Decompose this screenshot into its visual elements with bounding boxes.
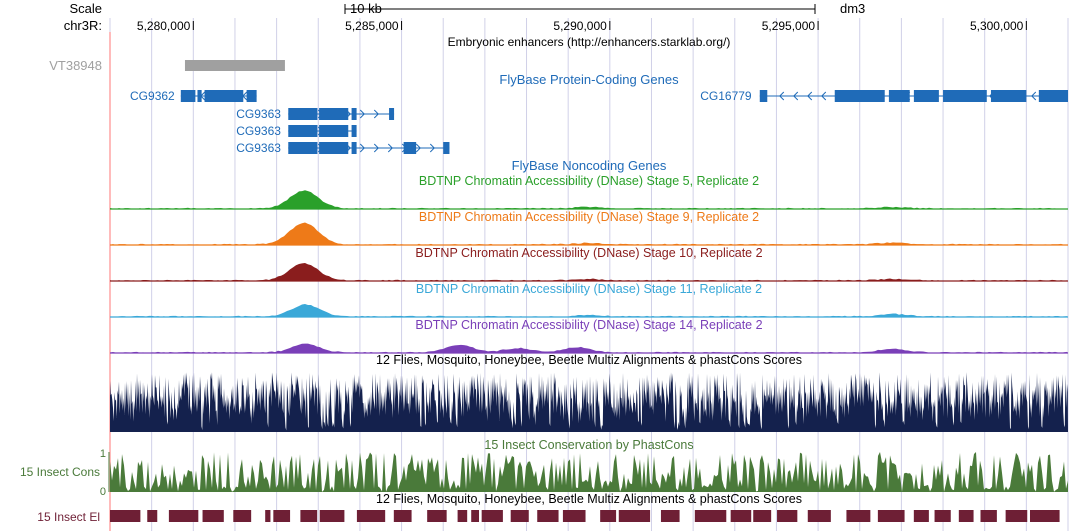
insect-el-block[interactable] bbox=[357, 510, 385, 522]
exon[interactable] bbox=[288, 142, 317, 154]
insect-el-block[interactable] bbox=[427, 510, 446, 522]
insect-el-block[interactable] bbox=[169, 510, 198, 522]
enhancer-item-label: VT38948 bbox=[49, 58, 102, 73]
exon[interactable] bbox=[760, 90, 767, 102]
insect-el-block[interactable] bbox=[1030, 510, 1060, 522]
gene-label[interactable]: CG9363 bbox=[236, 124, 281, 138]
insect-el-block[interactable] bbox=[147, 510, 157, 522]
chrom-label: chr3R: bbox=[64, 18, 102, 33]
dnase-track-title: BDTNP Chromatin Accessibility (DNase) St… bbox=[415, 246, 762, 260]
insect-el-block[interactable] bbox=[695, 510, 726, 522]
dnase-signal[interactable] bbox=[110, 263, 1068, 281]
insect-el-axis-label: 15 Insect El bbox=[37, 510, 100, 524]
assembly-label: dm3 bbox=[840, 1, 865, 16]
insect-el-block[interactable] bbox=[935, 510, 951, 522]
insect-el-block[interactable] bbox=[1006, 510, 1028, 522]
ruler-tick-label: 5,290,000 bbox=[553, 19, 607, 33]
insect-el-block[interactable] bbox=[914, 510, 929, 522]
exon[interactable] bbox=[889, 90, 910, 102]
dnase-signal[interactable] bbox=[110, 304, 1068, 317]
insect-el-block[interactable] bbox=[563, 510, 586, 522]
insect-el-block[interactable] bbox=[980, 510, 996, 522]
exon[interactable] bbox=[247, 90, 257, 102]
insect-el-block[interactable] bbox=[394, 510, 412, 522]
scale-bar-label: 10 kb bbox=[350, 1, 382, 16]
ruler-tick-label: 5,285,000 bbox=[345, 19, 399, 33]
gene-label[interactable]: CG16779 bbox=[700, 89, 752, 103]
insect-el-block[interactable] bbox=[619, 510, 650, 522]
insect-el-block[interactable] bbox=[753, 510, 771, 522]
exon[interactable] bbox=[835, 90, 885, 102]
phastcons15-signal[interactable] bbox=[110, 452, 1068, 492]
insect-el-block[interactable] bbox=[537, 510, 558, 522]
browser-svg: Scale 10 kb dm3 chr3R: 5,280,000 5,285,000 5,2… bbox=[0, 0, 1078, 531]
exon[interactable] bbox=[288, 125, 317, 137]
insect-el-title: 12 Flies, Mosquito, Honeybee, Beetle Mul… bbox=[376, 492, 802, 506]
enhancer-bar[interactable] bbox=[185, 60, 285, 71]
exon[interactable] bbox=[404, 142, 416, 154]
exon[interactable] bbox=[1039, 90, 1068, 102]
exon[interactable] bbox=[352, 108, 357, 120]
dnase-signal[interactable] bbox=[110, 190, 1068, 209]
exon[interactable] bbox=[319, 108, 348, 120]
phastcons15-ytick: 0 bbox=[100, 486, 106, 498]
multiz12-title: 12 Flies, Mosquito, Honeybee, Beetle Mul… bbox=[376, 353, 802, 367]
insect-el-block[interactable] bbox=[878, 510, 905, 522]
dnase-signal[interactable] bbox=[110, 223, 1068, 245]
exon[interactable] bbox=[943, 90, 987, 102]
insect-el-block[interactable] bbox=[600, 510, 616, 522]
insect-el-block[interactable] bbox=[458, 510, 468, 522]
insect-el-block[interactable] bbox=[300, 510, 317, 522]
dnase-track-title: BDTNP Chromatin Accessibility (DNase) St… bbox=[416, 282, 762, 296]
ruler-tick-label: 5,295,000 bbox=[762, 19, 816, 33]
dnase-track-title: BDTNP Chromatin Accessibility (DNase) St… bbox=[419, 174, 759, 188]
insect-el-block[interactable] bbox=[808, 510, 831, 522]
gene-label[interactable]: CG9362 bbox=[130, 89, 175, 103]
exon[interactable] bbox=[181, 90, 196, 102]
insect-el-block[interactable] bbox=[320, 510, 345, 522]
exon[interactable] bbox=[352, 142, 357, 154]
scale-label: Scale bbox=[69, 1, 102, 16]
insect-el-block[interactable] bbox=[777, 510, 797, 522]
phastcons15-ytick: 1 bbox=[100, 448, 106, 460]
dnase-track-title: BDTNP Chromatin Accessibility (DNase) St… bbox=[415, 318, 762, 332]
insect-el-block[interactable] bbox=[273, 510, 290, 522]
exon[interactable] bbox=[197, 90, 201, 102]
exon[interactable] bbox=[205, 90, 244, 102]
ruler-tick-label: 5,280,000 bbox=[137, 19, 191, 33]
gene-label[interactable]: CG9363 bbox=[236, 107, 281, 121]
insect-el-block[interactable] bbox=[959, 510, 974, 522]
enhancer-track-title: Embryonic enhancers (http://enhancers.st… bbox=[448, 35, 731, 49]
insect-el-block[interactable] bbox=[482, 510, 503, 522]
exon[interactable] bbox=[319, 125, 348, 137]
insect-el-block[interactable] bbox=[233, 510, 251, 522]
insect-el-block[interactable] bbox=[471, 510, 479, 522]
multiz12-signal[interactable] bbox=[110, 372, 1068, 432]
insect-el-block[interactable] bbox=[110, 510, 140, 522]
gene-label[interactable]: CG9363 bbox=[236, 141, 281, 155]
insect-el-block[interactable] bbox=[731, 510, 752, 522]
insect-el-block[interactable] bbox=[265, 510, 270, 522]
insect-el-block[interactable] bbox=[661, 510, 680, 522]
exon[interactable] bbox=[352, 125, 357, 137]
exon[interactable] bbox=[288, 108, 317, 120]
exon[interactable] bbox=[991, 90, 1026, 102]
insect-el-block[interactable] bbox=[846, 510, 870, 522]
coding-track-title: FlyBase Protein-Coding Genes bbox=[499, 72, 679, 87]
exon[interactable] bbox=[443, 142, 449, 154]
phastcons15-axis-label: 15 Insect Cons bbox=[20, 465, 100, 479]
exon[interactable] bbox=[319, 142, 348, 154]
exon[interactable] bbox=[914, 90, 939, 102]
dnase-signal[interactable] bbox=[110, 344, 1068, 353]
ruler-tick-label: 5,300,000 bbox=[970, 19, 1024, 33]
insect-el-block[interactable] bbox=[203, 510, 224, 522]
genome-browser-view: Scale 10 kb dm3 chr3R: 5,280,000 5,285,000 5,2… bbox=[0, 0, 1078, 531]
phastcons15-title: 15 Insect Conservation by PhastCons bbox=[484, 438, 693, 452]
insect-el-block[interactable] bbox=[511, 510, 529, 522]
dnase-track-title: BDTNP Chromatin Accessibility (DNase) St… bbox=[419, 210, 759, 224]
noncoding-track-title: FlyBase Noncoding Genes bbox=[512, 158, 667, 173]
exon[interactable] bbox=[389, 108, 394, 120]
